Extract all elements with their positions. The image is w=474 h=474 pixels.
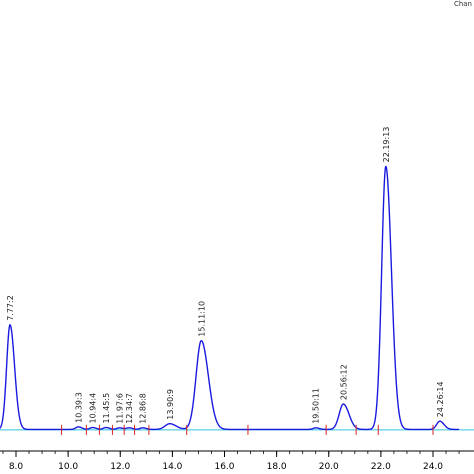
peak-label: 7.77:2	[6, 295, 15, 321]
x-tick-label: 24.0	[423, 462, 443, 472]
peak-label: 15.11:10	[197, 301, 206, 337]
peak-label: 13.90:9	[166, 389, 175, 420]
x-tick-label: 8.0	[9, 462, 24, 472]
x-tick-label: 18.0	[267, 462, 287, 472]
channel-label: Chan	[453, 0, 472, 8]
peak-label: 20.56:12	[339, 364, 348, 400]
integration-marks	[61, 424, 434, 435]
x-tick-label: 16.0	[214, 462, 234, 472]
peak-label: 10.39:3	[74, 392, 83, 423]
peak-label: 12.34:7	[125, 393, 134, 424]
x-tick-label: 20.0	[319, 462, 339, 472]
peak-label: 22.19:13	[382, 127, 391, 163]
peak-label: 11.45:5	[102, 393, 111, 424]
chromatogram-trace	[0, 165, 460, 431]
x-axis-ticks: 8.0 10.0 12.0 14.0 16.0 18.0 20.0 22.0 24.0	[2, 451, 460, 472]
peak-label: 10.94:4	[89, 393, 98, 424]
peak-label: 12.86:8	[139, 393, 148, 424]
x-tick-label: 12.0	[110, 462, 130, 472]
peak-label: 24.26:14	[436, 381, 445, 417]
peak-labels: 7.77:2 10.39:3 10.94:4 11.45:5 11.97:6 12.34:…	[6, 127, 445, 424]
x-tick-label: 14.0	[162, 462, 182, 472]
x-tick-label: 22.0	[371, 462, 391, 472]
x-tick-label: 10.0	[58, 462, 78, 472]
peak-label: 11.97:6	[116, 393, 125, 424]
peak-label: 19.50:11	[312, 388, 321, 424]
trace-layer	[0, 165, 460, 431]
